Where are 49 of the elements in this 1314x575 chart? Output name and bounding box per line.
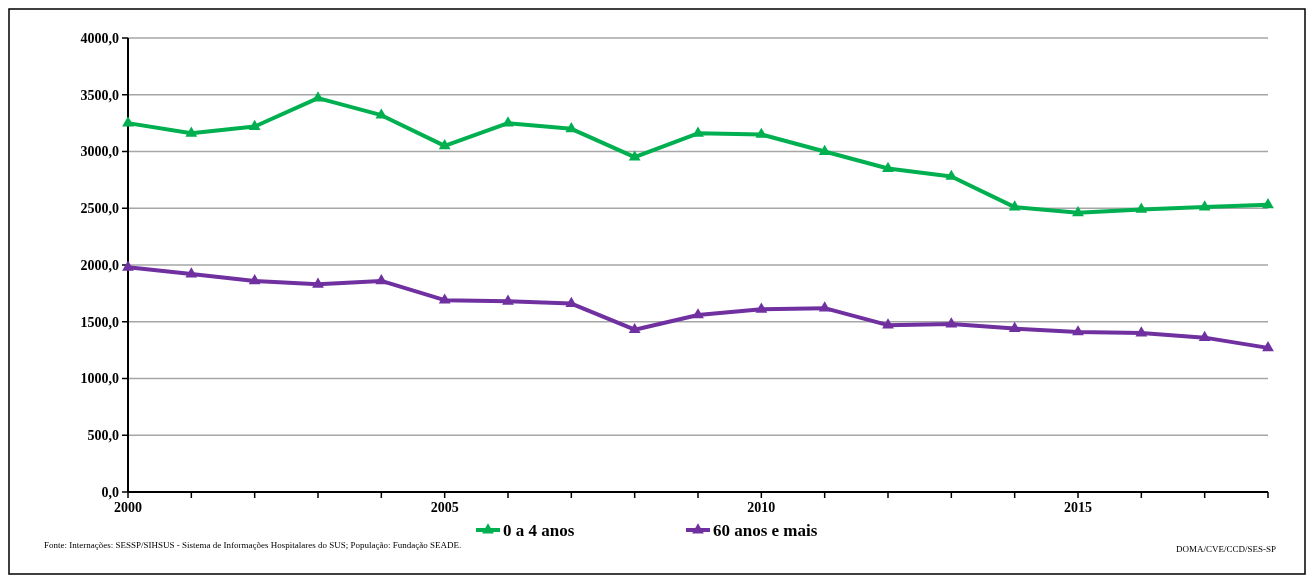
point bbox=[692, 308, 704, 319]
point bbox=[1198, 330, 1211, 342]
y-tick-label: 2000,0 bbox=[80, 257, 119, 273]
point bbox=[1135, 202, 1148, 213]
y-tick-label: 3000,0 bbox=[80, 144, 119, 160]
point bbox=[375, 274, 388, 285]
point bbox=[248, 274, 261, 285]
legend-label: 60 anos e mais bbox=[713, 520, 818, 540]
legend-label: 0 a 4 anos bbox=[503, 520, 575, 540]
point bbox=[1008, 200, 1021, 211]
point bbox=[1135, 326, 1148, 337]
point bbox=[438, 293, 451, 304]
point bbox=[818, 144, 831, 155]
x-tick-label: 2005 bbox=[430, 500, 459, 515]
y-tick-label: 0,0 bbox=[101, 484, 119, 500]
point bbox=[1008, 321, 1021, 332]
point bbox=[502, 116, 514, 127]
x-tick-label: 2015 bbox=[1064, 500, 1092, 515]
point bbox=[755, 127, 768, 138]
point bbox=[502, 294, 514, 305]
y-tick-label: 500,0 bbox=[87, 428, 119, 444]
point bbox=[628, 322, 641, 334]
point bbox=[1072, 205, 1084, 217]
point bbox=[438, 139, 451, 150]
point bbox=[122, 260, 134, 271]
point bbox=[818, 301, 831, 312]
y-tick-label: 1500,0 bbox=[80, 314, 119, 330]
point bbox=[312, 277, 324, 288]
point bbox=[185, 267, 198, 278]
point bbox=[248, 119, 261, 130]
point bbox=[882, 161, 894, 172]
point bbox=[1072, 325, 1084, 336]
point bbox=[628, 150, 641, 161]
source-note: Fonte: Internações: SESSP/SIHSUS - Sistema de Informações Hospitalares do SUS; População: Fundação SEADE. bbox=[44, 540, 462, 550]
point bbox=[185, 126, 198, 137]
point bbox=[755, 302, 768, 313]
x-tick-label: 2010 bbox=[747, 500, 776, 515]
point bbox=[1198, 200, 1211, 211]
text: DOMA/CVE/CCD/SES-SP bbox=[1175, 544, 1276, 554]
y-tick-label: 2500,0 bbox=[80, 201, 119, 217]
y-tick-label: 1000,0 bbox=[80, 371, 119, 387]
point bbox=[1262, 341, 1274, 352]
point bbox=[122, 116, 134, 127]
point bbox=[1262, 198, 1274, 209]
x-tick-label: 2000 bbox=[114, 500, 142, 515]
point bbox=[945, 317, 958, 328]
point bbox=[882, 318, 894, 329]
y-tick-label: 4000,0 bbox=[80, 30, 119, 46]
y-tick-label: 3500,0 bbox=[80, 87, 119, 103]
